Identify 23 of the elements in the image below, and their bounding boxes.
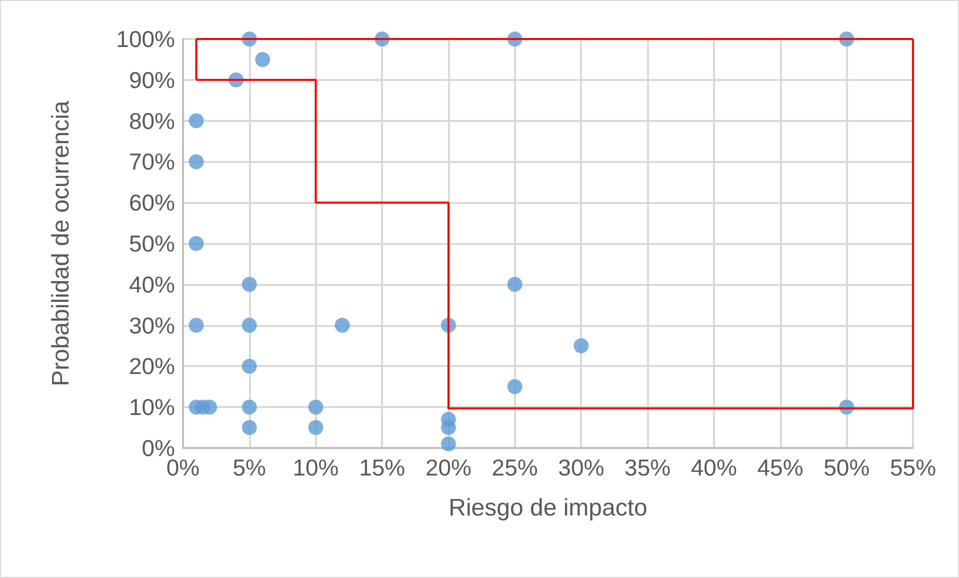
x-tick-label: 20% bbox=[425, 454, 472, 480]
x-tick-label: 50% bbox=[824, 454, 870, 480]
x-tick-label: 25% bbox=[492, 454, 538, 480]
y-axis-title: Probabilidad de ocurrencia bbox=[48, 100, 74, 386]
x-tick-label: 55% bbox=[890, 454, 936, 480]
x-tick-label: 15% bbox=[359, 454, 406, 480]
y-tick-label: 80% bbox=[128, 108, 175, 134]
y-tick-label: 20% bbox=[128, 353, 175, 380]
x-axis-title: Riesgo de impacto bbox=[448, 494, 648, 522]
y-tick-label: 90% bbox=[128, 66, 175, 93]
x-tick-label: 40% bbox=[690, 454, 737, 480]
x-tick-label: 30% bbox=[558, 454, 604, 480]
y-tick-label: 30% bbox=[128, 312, 175, 338]
y-tick-label: 10% bbox=[128, 394, 175, 420]
y-tick-label: 40% bbox=[128, 271, 175, 298]
y-tick-label: 70% bbox=[128, 148, 175, 175]
x-tick-label: 45% bbox=[757, 454, 804, 480]
y-tick-label: 60% bbox=[128, 190, 175, 216]
x-tick-label: 5% bbox=[232, 454, 266, 480]
x-tick-label: 10% bbox=[292, 454, 339, 480]
x-tick-label: 35% bbox=[624, 454, 671, 480]
y-tick-label: 100% bbox=[116, 26, 175, 52]
y-tick-label: 50% bbox=[128, 230, 175, 256]
